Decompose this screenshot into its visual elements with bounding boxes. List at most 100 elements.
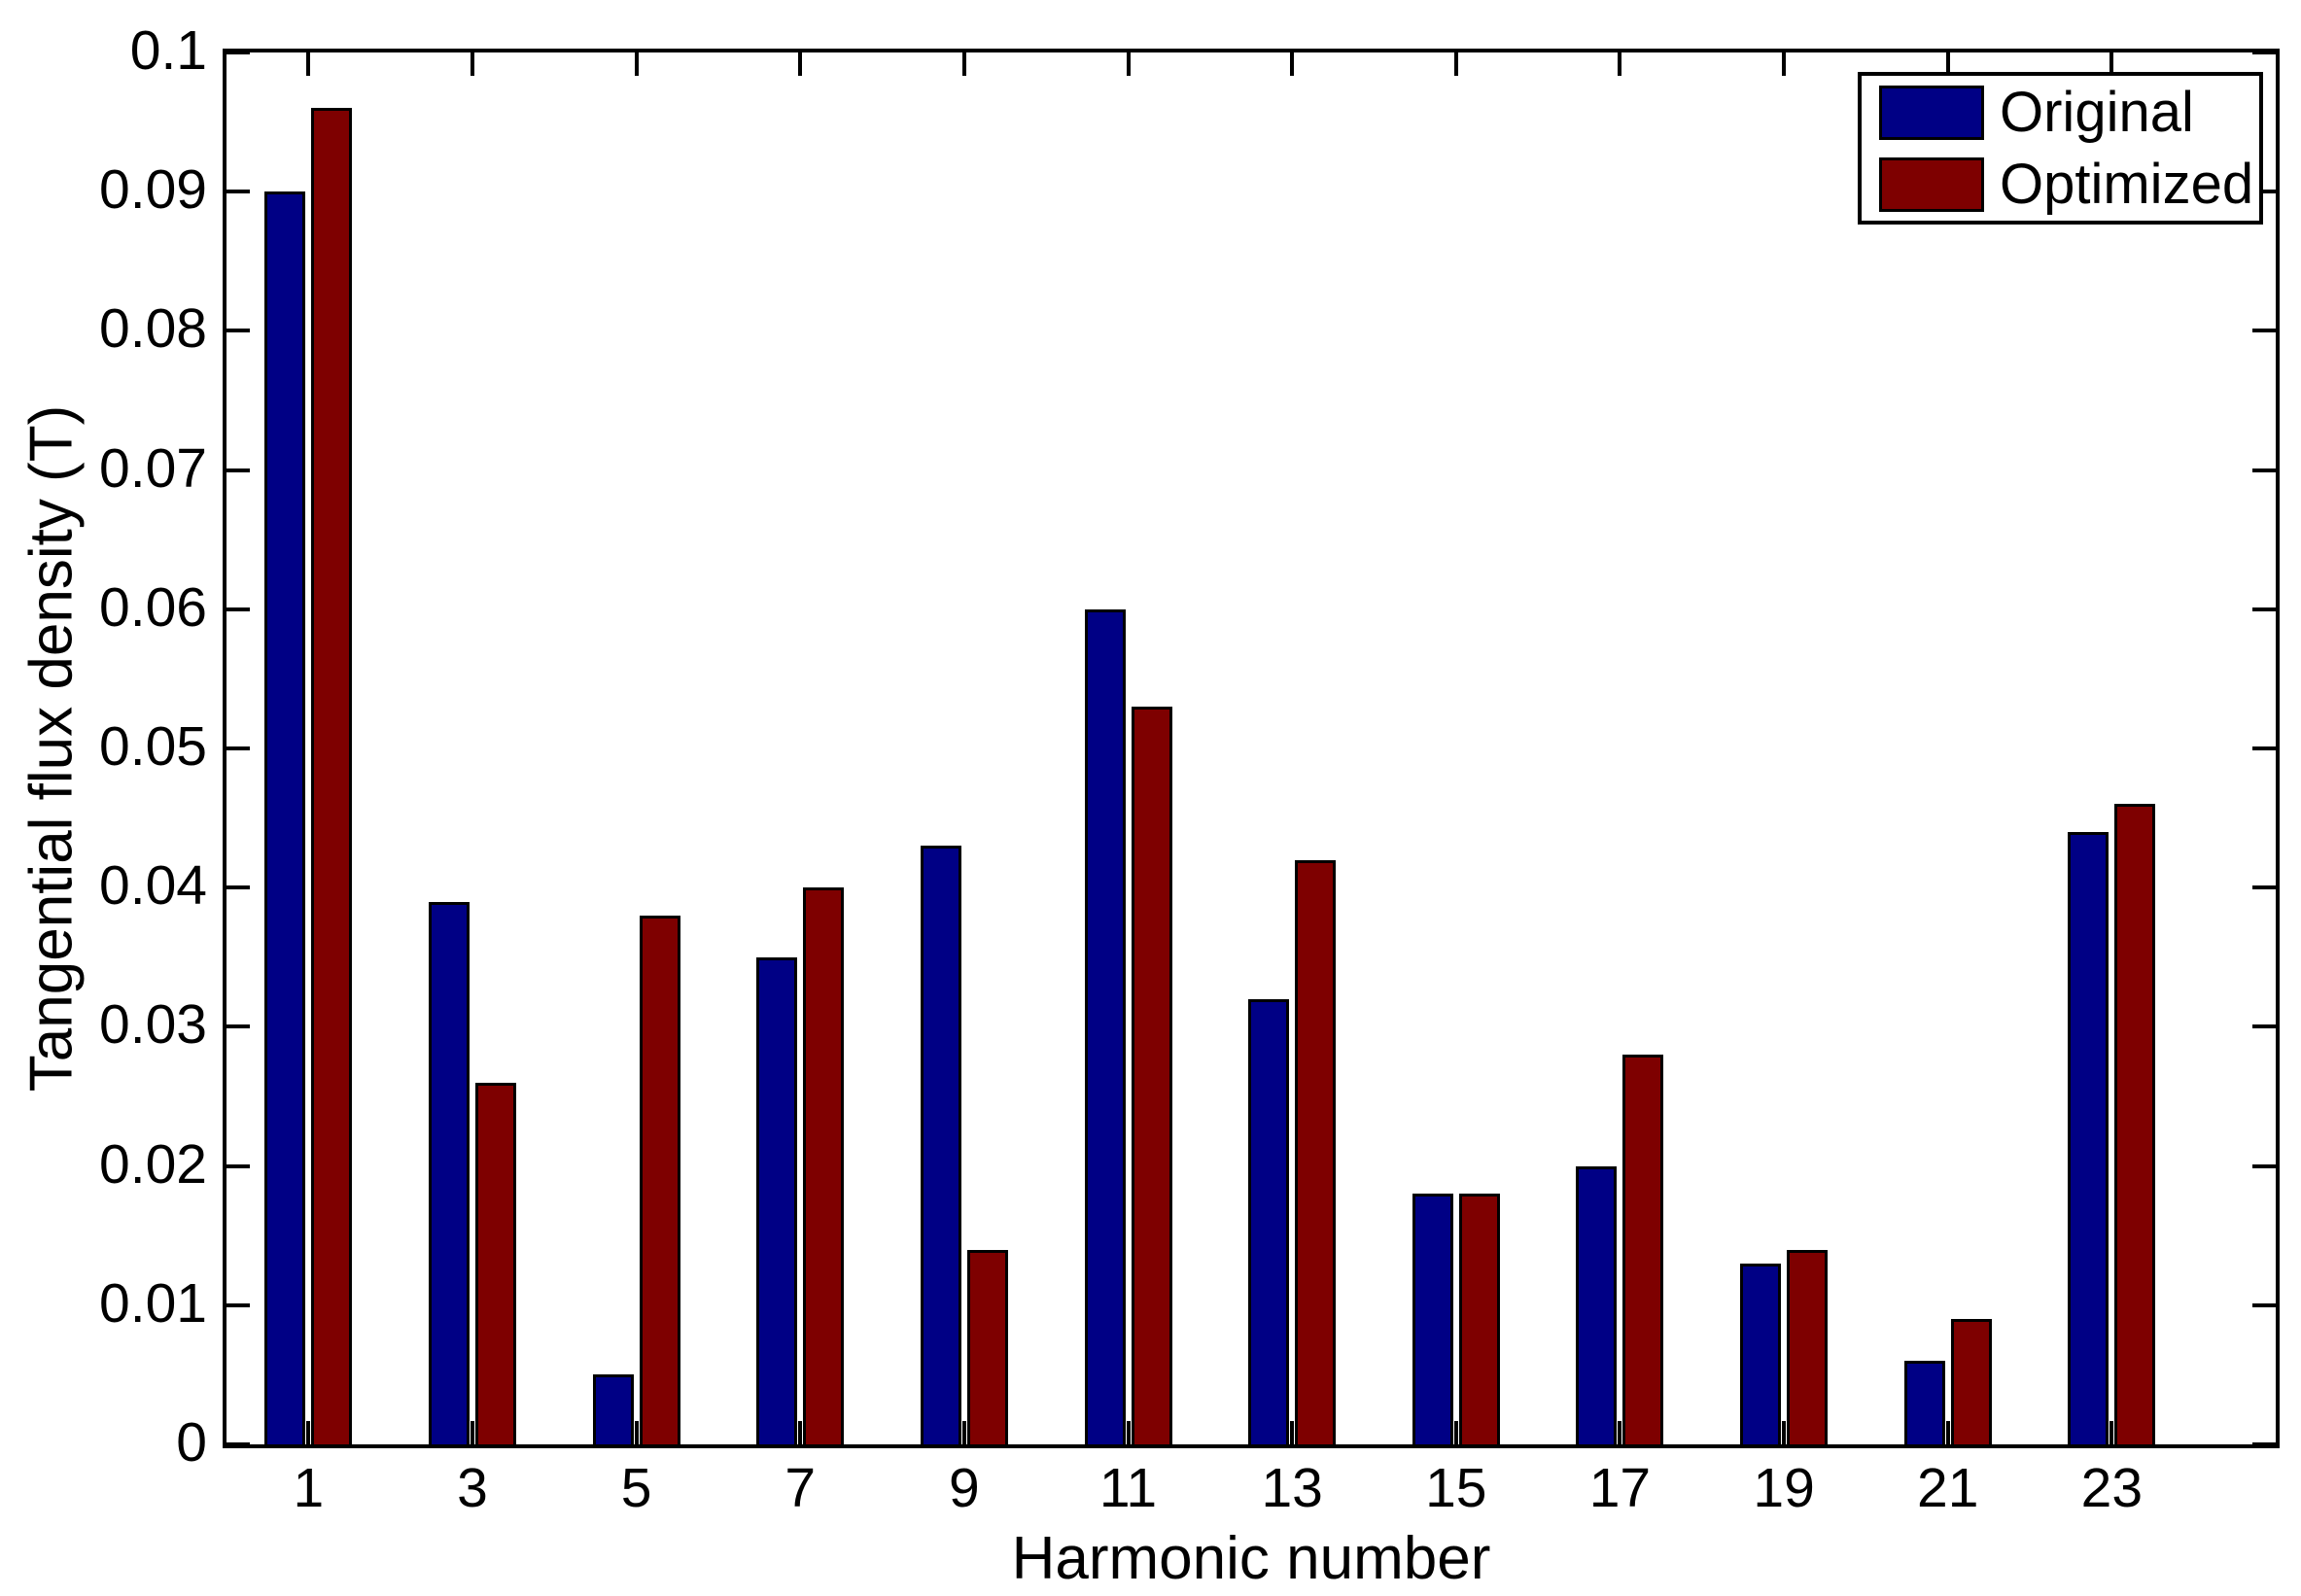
y-tick-mark [227, 329, 250, 333]
bar-optimized-h1 [311, 108, 353, 1444]
x-tick-label: 19 [1753, 1457, 1815, 1519]
x-tick-mark [1782, 1421, 1787, 1444]
y-tick-mark [227, 1024, 250, 1029]
x-tick-label: 1 [293, 1457, 325, 1519]
y-tick-mark [2252, 51, 2276, 54]
x-tick-label: 9 [949, 1457, 980, 1519]
x-tick-mark [961, 52, 966, 76]
bar-optimized-h19 [1787, 1249, 1829, 1444]
x-tick-mark [634, 52, 639, 76]
y-tick-mark [227, 1302, 250, 1307]
plot-area: Original Optimized [223, 49, 2280, 1448]
bar-original-h7 [756, 956, 798, 1444]
x-tick-label: 7 [784, 1457, 817, 1519]
x-tick-mark [1618, 52, 1622, 76]
x-tick-label: 17 [1588, 1457, 1652, 1519]
y-tick-mark [2252, 468, 2276, 472]
y-tick-mark [227, 1442, 250, 1446]
y-tick-mark [2252, 1024, 2276, 1029]
bar-original-h13 [1248, 998, 1290, 1444]
y-tick-label: 0.08 [99, 297, 207, 361]
x-tick-mark [306, 52, 311, 76]
x-tick-mark [1290, 1421, 1295, 1444]
bar-original-h23 [2068, 831, 2109, 1444]
y-tick-label: 0.07 [99, 436, 207, 500]
x-tick-mark [1618, 1421, 1622, 1444]
y-tick-mark [227, 746, 250, 750]
x-tick-mark [634, 1421, 639, 1444]
x-tick-label: 3 [457, 1457, 488, 1519]
y-tick-mark [227, 607, 250, 611]
bar-optimized-h15 [1458, 1194, 1500, 1444]
bar-original-h9 [920, 846, 961, 1444]
y-tick-mark [2252, 1302, 2276, 1307]
y-tick-mark [227, 51, 250, 54]
legend-item-original: Original [1879, 80, 2259, 144]
x-tick-label: 21 [1917, 1457, 1979, 1519]
y-tick-label: 0 [176, 1411, 207, 1474]
x-tick-mark [470, 1421, 474, 1444]
legend-label-optimized: Optimized [2000, 152, 2254, 216]
x-tick-mark [1782, 52, 1787, 76]
x-tick-mark [306, 1421, 311, 1444]
x-axis-title: Harmonic number [1011, 1525, 1491, 1592]
x-tick-label: 5 [620, 1457, 652, 1519]
y-tick-label: 0.05 [99, 715, 207, 778]
legend: Original Optimized [1858, 72, 2263, 225]
y-tick-mark [2252, 329, 2276, 333]
y-tick-mark [2252, 1163, 2276, 1168]
y-tick-label: 0.09 [99, 158, 207, 222]
y-axis-tick-labels: 0 0.01 0.02 0.03 0.04 0.05 0.06 0.07 0.08 0.09 0.1 [0, 21, 207, 1472]
y-tick-mark [2252, 746, 2276, 750]
x-tick-mark [1453, 52, 1458, 76]
x-tick-mark [2109, 1421, 2114, 1444]
x-axis-tick-labels: 1 3 5 7 9 11 13 15 17 19 21 23 [223, 1458, 2280, 1526]
legend-item-optimized: Optimized [1879, 152, 2259, 216]
x-tick-mark [798, 1421, 803, 1444]
y-tick-label: 0.1 [129, 19, 207, 82]
y-tick-label: 0.03 [99, 993, 207, 1057]
bar-optimized-h9 [966, 1249, 1008, 1444]
bar-optimized-h17 [1622, 1055, 1664, 1444]
x-tick-label: 15 [1425, 1457, 1487, 1519]
legend-swatch-optimized [1879, 156, 1984, 212]
bar-optimized-h11 [1131, 707, 1172, 1444]
bar-original-h17 [1576, 1165, 1618, 1444]
x-tick-label: 23 [2080, 1457, 2144, 1519]
bar-optimized-h5 [639, 915, 680, 1444]
x-tick-label: 11 [1098, 1457, 1158, 1519]
x-tick-label: 13 [1261, 1457, 1323, 1519]
y-tick-mark [2252, 607, 2276, 611]
bar-optimized-h21 [1950, 1319, 1992, 1444]
legend-swatch-original [1879, 85, 1984, 140]
x-tick-mark [961, 1421, 966, 1444]
y-tick-mark [227, 190, 250, 194]
x-tick-mark [2109, 52, 2114, 76]
y-tick-mark [227, 468, 250, 472]
y-tick-mark [2252, 885, 2276, 890]
y-tick-mark [2252, 190, 2276, 194]
x-tick-mark [798, 52, 803, 76]
bar-original-h15 [1412, 1194, 1453, 1444]
y-tick-label: 0.01 [99, 1271, 207, 1335]
x-tick-mark [470, 52, 474, 76]
bar-original-h11 [1084, 608, 1126, 1444]
bar-original-h21 [1903, 1361, 1945, 1444]
bar-optimized-h13 [1295, 859, 1337, 1444]
y-tick-mark [2252, 1442, 2276, 1446]
bar-optimized-h23 [2114, 804, 2156, 1444]
x-tick-mark [1290, 52, 1295, 76]
x-tick-mark [1453, 1421, 1458, 1444]
x-tick-mark [1126, 52, 1131, 76]
bar-optimized-h7 [803, 887, 845, 1444]
bar-original-h5 [592, 1374, 634, 1444]
bar-original-h1 [264, 191, 306, 1444]
y-tick-mark [227, 1163, 250, 1168]
legend-label-original: Original [2000, 80, 2194, 144]
bar-optimized-h3 [474, 1082, 516, 1444]
y-tick-label: 0.04 [99, 854, 207, 918]
y-tick-label: 0.06 [99, 575, 207, 639]
bar-original-h3 [428, 901, 470, 1444]
x-tick-mark [1945, 52, 1950, 76]
